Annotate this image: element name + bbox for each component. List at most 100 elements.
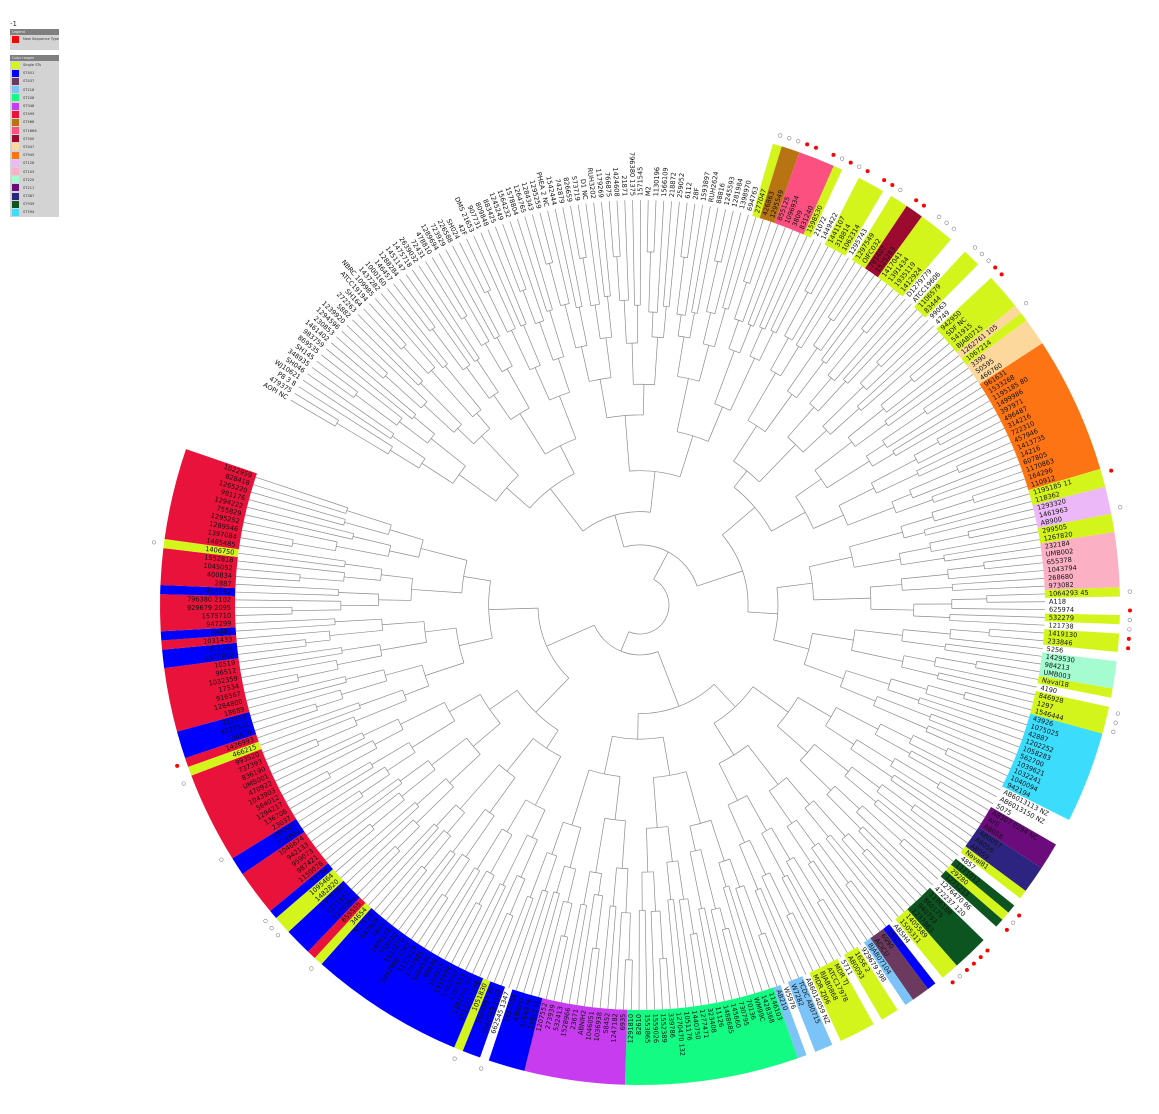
tree-branch <box>722 534 749 613</box>
tree-branch <box>900 578 903 591</box>
tree-branch <box>325 823 371 861</box>
tree-branch <box>392 435 426 459</box>
circle-marker <box>937 214 942 219</box>
tree-branch <box>902 587 953 591</box>
new-sequence-type-marker <box>993 265 998 270</box>
tree-branch <box>387 288 448 365</box>
tree-branch <box>421 865 427 871</box>
tree-branch <box>236 630 330 640</box>
tree-branch <box>458 883 501 968</box>
tree-branch <box>589 871 602 874</box>
color-band-s <box>1044 587 1120 598</box>
circle-marker <box>1111 729 1116 735</box>
tree-branch <box>442 363 448 369</box>
tree-branch <box>890 779 973 837</box>
tree-branch <box>608 201 614 257</box>
tree-branch <box>833 270 869 322</box>
tree-branch <box>727 804 745 843</box>
tree-branch <box>700 849 716 909</box>
circle-marker <box>857 164 862 169</box>
tree-branch <box>940 781 990 811</box>
circle-marker <box>898 187 903 192</box>
tree-branch <box>821 279 882 361</box>
tree-branch <box>302 379 391 439</box>
tree-branch <box>873 696 878 706</box>
tree-branch <box>546 730 559 749</box>
tree-branch <box>584 947 593 1007</box>
tree-branch <box>812 633 854 641</box>
tree-branch <box>341 330 388 374</box>
leaf-label: 1036938 <box>593 1012 604 1042</box>
color-band-st499 <box>161 634 237 650</box>
tree-branch <box>363 718 399 736</box>
tree-branch <box>710 909 733 1000</box>
tree-branch <box>371 742 410 765</box>
tree-branch <box>951 598 987 600</box>
tree-branch <box>673 899 687 1008</box>
leaf-label: 5256 <box>1046 645 1064 655</box>
leaf-label: 984213 <box>1044 661 1070 673</box>
tree-branch <box>770 239 815 331</box>
tree-branch <box>795 478 822 497</box>
color-band-st437 <box>870 928 929 1000</box>
color-band-s <box>752 143 782 219</box>
tree-branch <box>523 324 541 366</box>
tree-branch <box>759 326 766 330</box>
leaf-label: 96512 <box>215 667 237 678</box>
tree-branch <box>876 791 959 856</box>
tree-branch <box>746 795 767 831</box>
color-band-st939 <box>907 887 984 966</box>
tree-branch <box>753 229 794 327</box>
leaf-label: RUH3202 <box>586 167 598 199</box>
color-band-st387 <box>965 826 1042 891</box>
tree-branch <box>236 568 301 575</box>
tree-branch <box>556 865 565 893</box>
tree-branch <box>501 898 534 986</box>
tree-branch <box>808 863 861 945</box>
color-band-st128 <box>1032 486 1112 529</box>
tree-branch <box>714 403 731 411</box>
new-sequence-type-marker <box>1017 913 1022 918</box>
color-band-s <box>188 741 262 776</box>
tree-branch <box>577 204 587 258</box>
tree-branch <box>713 684 736 708</box>
tree-branch <box>773 639 810 650</box>
circle-marker <box>840 156 845 161</box>
new-sequence-type-marker <box>1127 608 1132 613</box>
tree-branch <box>352 533 355 540</box>
tree-branch <box>761 876 807 975</box>
tree-branch <box>527 834 538 841</box>
new-sequence-type-marker <box>848 160 853 165</box>
tree-branch <box>432 328 464 371</box>
tree-branch <box>558 358 570 393</box>
circle-marker <box>951 226 956 231</box>
new-sequence-type-marker <box>865 169 870 174</box>
tree-branch <box>743 219 764 282</box>
tree-branch <box>369 303 407 345</box>
tree-branch <box>901 640 946 648</box>
tree-branch <box>381 574 413 579</box>
tree-branch <box>255 476 348 509</box>
tree-branch <box>722 214 749 308</box>
tree-branch <box>411 893 443 940</box>
tree-branch <box>487 229 527 325</box>
tree-branch <box>506 368 530 409</box>
tree-branch <box>849 531 903 548</box>
color-band-st208 <box>625 987 798 1085</box>
tree-branch <box>866 848 917 902</box>
tree-branch <box>343 519 346 526</box>
leaf-label: 259052 <box>676 172 686 198</box>
tree-branch <box>651 336 664 338</box>
color-band-st566 <box>759 146 800 223</box>
color-range-item: ST566 <box>10 118 59 126</box>
circle-marker <box>1115 711 1120 716</box>
tree-branch <box>418 265 480 359</box>
tree-branch <box>431 737 467 766</box>
tree-branch <box>235 624 336 632</box>
tree-branch <box>588 769 621 777</box>
tree-branch <box>854 558 901 568</box>
new-sequence-type-marker <box>831 152 836 157</box>
tree-branch <box>677 860 684 900</box>
color-band-s <box>809 958 874 1042</box>
circle-marker <box>1127 627 1132 632</box>
